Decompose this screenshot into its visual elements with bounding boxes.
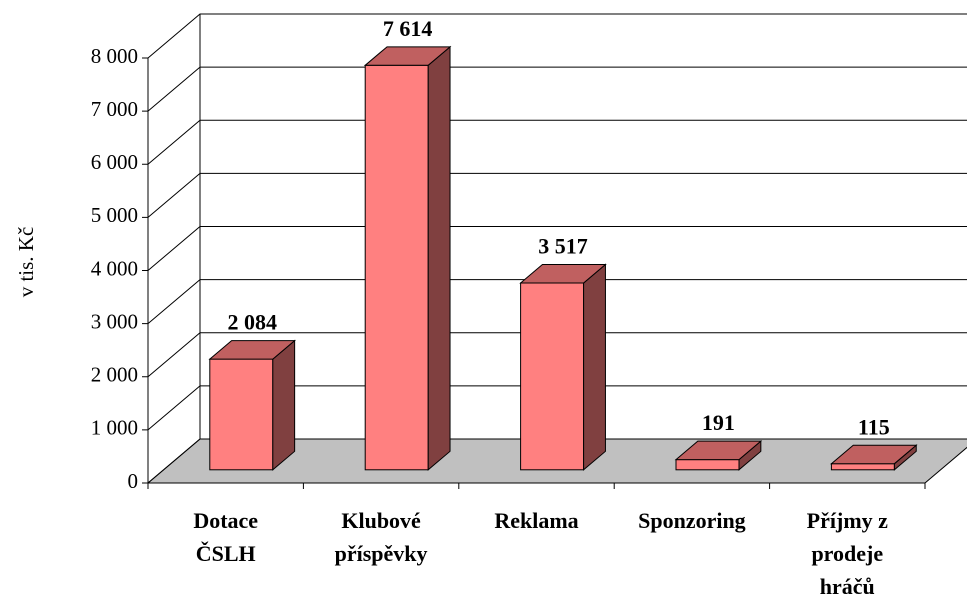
grid-line: [147, 332, 967, 378]
y-tick-label: 6 000: [91, 150, 138, 174]
value-label: 115: [858, 414, 890, 439]
bar-front: [520, 282, 585, 471]
grid-line: [147, 385, 967, 431]
y-tick-label: 2 000: [91, 363, 138, 387]
bar-side: [427, 45, 451, 471]
bar-top: [363, 46, 452, 66]
bar-top: [830, 444, 918, 465]
bar: [830, 444, 918, 471]
x-tick-label: Reklama: [494, 508, 578, 533]
grid-line: [147, 119, 967, 165]
grid-line: [147, 438, 967, 484]
y-axis-label: v tis. Kč: [14, 227, 38, 298]
value-label: 191: [702, 410, 735, 435]
grid-line: [147, 226, 967, 271]
bar: [208, 339, 297, 471]
x-tick-label: Sponzoring: [638, 508, 746, 533]
y-tick-label: 1 000: [91, 416, 138, 440]
y-tick-label: 3 000: [91, 309, 138, 333]
x-tick-label: Dotace ČSLH: [193, 508, 258, 566]
value-label: 3 517: [538, 234, 588, 259]
bar-front: [675, 459, 740, 471]
x-tick-label: Příjmy z prodeje hráčů: [807, 508, 888, 599]
grid-line: [147, 172, 967, 218]
bar-front: [830, 463, 895, 471]
bar-side: [272, 339, 296, 471]
bar-top: [674, 440, 763, 461]
x-tick-label: Klubové příspěvky: [335, 508, 428, 566]
bar: [674, 440, 763, 471]
value-label: 7 614: [383, 16, 433, 41]
bar: [519, 263, 607, 471]
grid-line: [147, 279, 967, 325]
y-tick-label: 0: [128, 469, 139, 493]
y-tick-label: 4 000: [91, 256, 138, 280]
grid-line: [147, 13, 967, 59]
y-tick-label: 8 000: [91, 44, 138, 68]
bar-top: [208, 340, 297, 360]
bar-top: [519, 263, 607, 284]
value-label: 2 084: [227, 310, 277, 335]
grid-line: [147, 66, 967, 112]
y-tick-label: 5 000: [91, 203, 138, 227]
bar: [363, 45, 452, 471]
bar-front: [209, 358, 274, 471]
y-tick-label: 7 000: [91, 97, 138, 121]
bar-front: [364, 64, 429, 471]
bar-side: [583, 263, 606, 471]
